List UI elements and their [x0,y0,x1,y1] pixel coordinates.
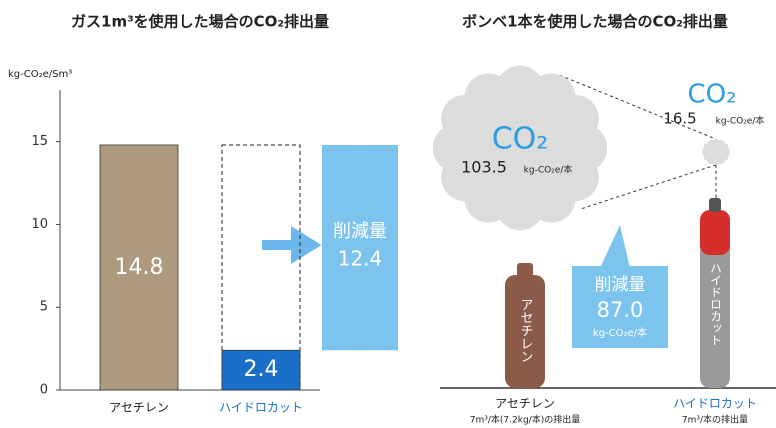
cylinder-neck [517,263,533,277]
y-axis-label: kg-CO₂e/Sm³ [8,69,72,80]
category-note: 7m³/本(7.2kg/本)の排出量 [470,414,580,426]
cylinder-label: アセチレン [518,298,534,363]
reduction-value: 87.0 [597,298,644,322]
cloud [702,139,730,165]
cylinder-cap [700,210,730,255]
value-label: 14.8 [115,255,164,280]
chart-title: ガス1m³を使用した場合のCO₂排出量 [71,13,329,31]
callout-pointer [600,225,630,268]
chart-1: 0 5 10 15 14.8 アセチレン 2.4 ハイドロカット 削減量 12.4 [31,134,398,414]
unit-label: kg-CO₂e/本 [524,164,573,176]
value-label: 103.5 [461,158,507,177]
value-label: 2.4 [244,357,279,382]
y-tick-label: 10 [31,217,48,232]
x-tick-label: ハイドロカット [219,401,303,415]
connector-line [582,165,716,209]
x-tick-label: アセチレン [495,397,555,411]
gas-label: CO₂ [492,122,549,157]
infographic: ガス1m³を使用した場合のCO₂排出量 kg-CO₂e/Sm³ ボンベ1本を使用… [0,0,776,428]
category-note: 7m³/本の排出量 [682,414,748,426]
unit-label: kg-CO₂e/本 [593,326,647,339]
y-tick-label: 15 [31,134,48,149]
reduction-value: 12.4 [338,247,383,271]
reduction-label: 削減量 [595,275,646,295]
y-tick-label: 5 [40,300,48,315]
arrow [262,235,312,255]
unit-label: kg-CO₂e/本 [716,115,765,127]
x-tick-label: アセチレン [109,401,169,415]
value-label: 16.5 [663,110,696,128]
gas-label: CO₂ [687,80,736,110]
cylinder-label: ハイドロカット [709,262,723,346]
cylinder-neck [709,198,721,212]
y-tick-label: 0 [40,383,48,398]
reduction-label: 削減量 [333,221,387,242]
x-tick-label: ハイドロカット [673,397,757,411]
chart-title: ボンベ1本を使用した場合のCO₂排出量 [462,13,728,31]
cloud-body [705,142,726,162]
